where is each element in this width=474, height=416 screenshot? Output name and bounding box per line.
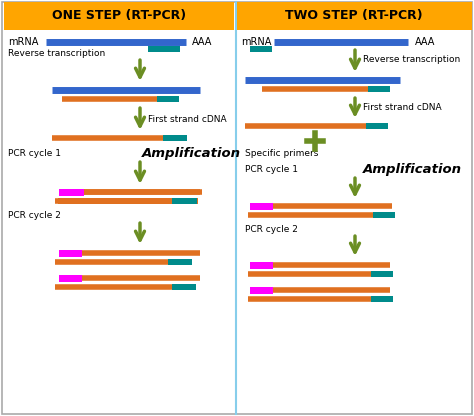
Bar	[59, 275, 82, 282]
Bar	[250, 287, 273, 294]
Text: First strand cDNA: First strand cDNA	[363, 104, 442, 112]
Bar	[59, 188, 82, 196]
Text: PCR cycle 2: PCR cycle 2	[8, 211, 61, 220]
Text: PCR cycle 1: PCR cycle 1	[245, 166, 298, 174]
Text: AAA: AAA	[192, 37, 212, 47]
Bar	[237, 2, 472, 30]
Text: First strand cDNA: First strand cDNA	[148, 114, 227, 124]
Bar	[250, 46, 272, 52]
Text: Amplification: Amplification	[142, 148, 241, 161]
Bar	[148, 46, 180, 52]
Bar	[157, 96, 179, 102]
Text: Amplification: Amplification	[363, 163, 462, 176]
Text: mRNA: mRNA	[8, 37, 38, 47]
Bar	[172, 198, 197, 204]
Bar	[371, 271, 393, 277]
Text: ONE STEP (RT-PCR): ONE STEP (RT-PCR)	[52, 10, 186, 22]
Bar	[172, 284, 196, 290]
Bar	[168, 259, 192, 265]
Bar	[163, 135, 187, 141]
Bar	[58, 198, 198, 204]
Bar	[59, 250, 82, 257]
Bar	[250, 262, 273, 268]
Text: PCR cycle 2: PCR cycle 2	[245, 225, 298, 233]
Text: Specific primers: Specific primers	[245, 149, 319, 158]
Text: PCR cycle 1: PCR cycle 1	[8, 149, 61, 158]
Text: mRNA: mRNA	[241, 37, 272, 47]
Bar	[366, 123, 388, 129]
Text: Reverse transcription: Reverse transcription	[8, 50, 105, 59]
Bar	[250, 203, 273, 210]
Text: TWO STEP (RT-PCR): TWO STEP (RT-PCR)	[285, 10, 423, 22]
Bar	[373, 212, 395, 218]
Bar	[60, 188, 84, 196]
Bar	[368, 86, 390, 92]
Text: AAA: AAA	[415, 37, 436, 47]
Bar	[371, 296, 393, 302]
Bar	[4, 2, 234, 30]
Text: Reverse transcription: Reverse transcription	[363, 55, 460, 64]
